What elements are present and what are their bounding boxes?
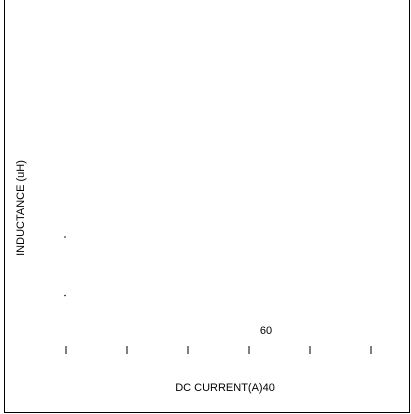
chart-frame <box>4 0 410 413</box>
y-axis-label: INDUCTANCE (uH) <box>15 160 27 256</box>
x-axis-ticks <box>65 346 372 354</box>
annotation-60: 60 <box>260 325 272 337</box>
data-point-1 <box>64 294 66 297</box>
data-points <box>64 236 66 297</box>
x-axis-label: DC CURRENT(A)40 <box>175 382 275 394</box>
data-point-0 <box>64 236 66 238</box>
